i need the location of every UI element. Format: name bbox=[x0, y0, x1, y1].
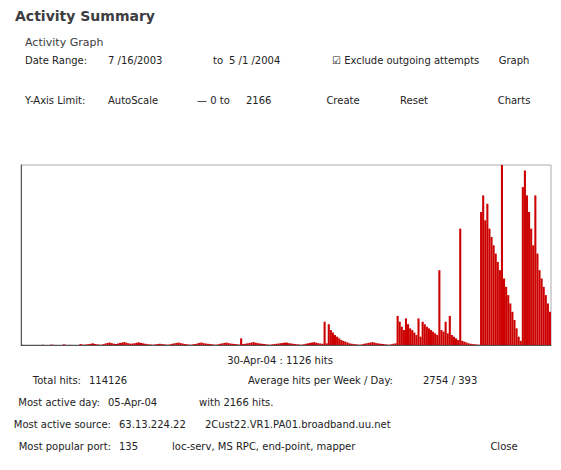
svg-text:Graph: Graph bbox=[499, 55, 530, 66]
svg-text:to: to bbox=[213, 55, 223, 66]
svg-text:Most active day:: Most active day: bbox=[18, 397, 100, 408]
svg-text:2754 / 393: 2754 / 393 bbox=[423, 375, 477, 386]
svg-text:Date Range:: Date Range: bbox=[25, 55, 87, 66]
svg-text:Y-Axis Limit:: Y-Axis Limit: bbox=[24, 95, 85, 106]
svg-text:2166: 2166 bbox=[246, 95, 271, 106]
svg-text:7 /16/2003: 7 /16/2003 bbox=[108, 55, 162, 66]
svg-text:☑ Exclude outgoing attempts: ☑ Exclude outgoing attempts bbox=[332, 55, 479, 66]
svg-text:Total hits:: Total hits: bbox=[32, 375, 81, 386]
svg-text:5 /1 /2004: 5 /1 /2004 bbox=[229, 55, 280, 66]
svg-text:114126: 114126 bbox=[89, 375, 127, 386]
svg-text:— 0 to: — 0 to bbox=[197, 95, 230, 106]
svg-text:2Cust22.VR1.PA01.broadband.uu.: 2Cust22.VR1.PA01.broadband.uu.net bbox=[205, 419, 391, 430]
svg-text:Close: Close bbox=[490, 441, 517, 452]
svg-text:135: 135 bbox=[119, 441, 138, 452]
svg-text:Activity Summary: Activity Summary bbox=[15, 8, 155, 24]
svg-text:Most popular port:: Most popular port: bbox=[19, 441, 111, 452]
svg-text:30-Apr-04 : 1126 hits: 30-Apr-04 : 1126 hits bbox=[227, 355, 333, 366]
svg-text:Average hits per Week / Day:: Average hits per Week / Day: bbox=[248, 375, 393, 386]
svg-text:63.13.224.22: 63.13.224.22 bbox=[119, 419, 186, 430]
svg-text:with 2166 hits.: with 2166 hits. bbox=[199, 397, 273, 408]
svg-text:Create: Create bbox=[326, 95, 359, 106]
svg-text:Charts: Charts bbox=[498, 95, 531, 106]
svg-text:Activity Graph: Activity Graph bbox=[25, 36, 103, 49]
svg-text:loc-serv, MS RPC, end-point, m: loc-serv, MS RPC, end-point, mapper bbox=[172, 441, 356, 452]
svg-text:Most active source:: Most active source: bbox=[14, 419, 111, 430]
svg-text:AutoScale: AutoScale bbox=[108, 95, 158, 106]
svg-text:05-Apr-04: 05-Apr-04 bbox=[108, 397, 157, 408]
svg-text:Reset: Reset bbox=[400, 95, 428, 106]
